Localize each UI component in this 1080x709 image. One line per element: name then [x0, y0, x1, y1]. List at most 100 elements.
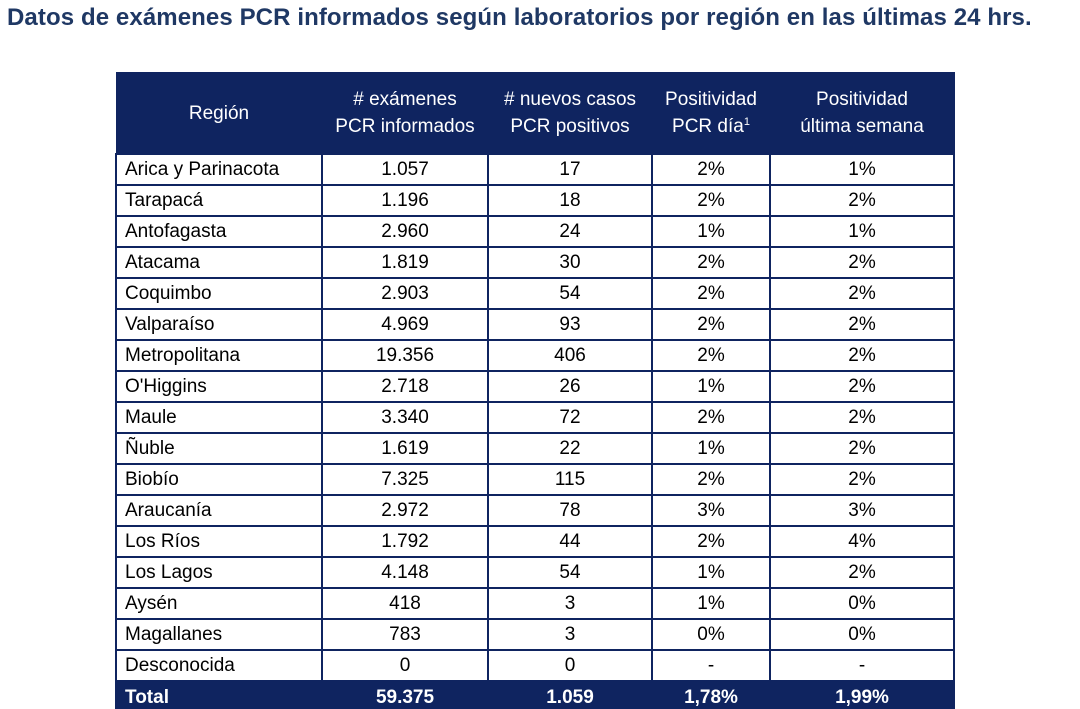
casos-cell: 78 [487, 494, 653, 527]
casos-cell: 54 [487, 277, 653, 310]
positividad-dia-cell: 1% [651, 587, 771, 620]
examenes-cell: 2.903 [321, 277, 489, 310]
casos-cell: 115 [487, 463, 653, 496]
table-header: Región # exámenes PCR informados # nuevo… [115, 72, 955, 155]
table-row: Aysén 418 3 1% 0% [115, 587, 955, 620]
examenes-cell: 418 [321, 587, 489, 620]
examenes-cell: 3.340 [321, 401, 489, 434]
positividad-semana-cell: 2% [769, 308, 955, 341]
casos-cell: 0 [487, 649, 653, 682]
examenes-cell: 4.969 [321, 308, 489, 341]
header-region-label: Región [188, 102, 250, 124]
table-body: Arica y Parinacota 1.057 17 2% 1% Tarapacá 1.1… [115, 153, 955, 709]
total-positividad-semana: 1,99% [769, 680, 955, 709]
total-label: Total [115, 680, 323, 709]
region-cell: O'Higgins [115, 370, 323, 403]
examenes-cell: 1.619 [321, 432, 489, 465]
examenes-cell: 19.356 [321, 339, 489, 372]
header-casos-line2: PCR positivos [510, 116, 630, 137]
positividad-semana-cell: 0% [769, 618, 955, 651]
header-positividad-dia-line2: PCR día1 [655, 113, 768, 140]
casos-cell: 3 [487, 587, 653, 620]
positividad-dia-cell: 1% [651, 556, 771, 589]
region-cell: Arica y Parinacota [115, 153, 323, 186]
examenes-cell: 1.057 [321, 153, 489, 186]
positividad-semana-cell: 2% [769, 339, 955, 372]
header-examenes: # exámenes PCR informados [321, 72, 489, 155]
table-row: Atacama 1.819 30 2% 2% [115, 246, 955, 279]
region-cell: Magallanes [115, 618, 323, 651]
positividad-dia-cell: 2% [651, 525, 771, 558]
table-row: Metropolitana 19.356 406 2% 2% [115, 339, 955, 372]
positividad-semana-cell: 2% [769, 463, 955, 496]
casos-cell: 93 [487, 308, 653, 341]
region-cell: Metropolitana [115, 339, 323, 372]
positividad-dia-cell: 2% [651, 184, 771, 217]
casos-cell: 406 [487, 339, 653, 372]
header-examenes-line1: # exámenes [353, 89, 457, 110]
positividad-dia-cell: 2% [651, 339, 771, 372]
header-positividad-semana: Positividad última semana [769, 72, 955, 155]
positividad-dia-cell: 2% [651, 401, 771, 434]
positividad-dia-cell: 1% [651, 215, 771, 248]
examenes-cell: 2.972 [321, 494, 489, 527]
examenes-cell: 4.148 [321, 556, 489, 589]
region-cell: Antofagasta [115, 215, 323, 248]
total-positividad-dia: 1,78% [651, 680, 771, 709]
examenes-cell: 783 [321, 618, 489, 651]
examenes-cell: 2.718 [321, 370, 489, 403]
examenes-cell: 7.325 [321, 463, 489, 496]
region-cell: Desconocida [115, 649, 323, 682]
total-casos: 1.059 [487, 680, 653, 709]
positividad-semana-cell: 2% [769, 432, 955, 465]
casos-cell: 17 [487, 153, 653, 186]
header-positividad-dia-text: PCR día [672, 116, 744, 137]
positividad-semana-cell: 0% [769, 587, 955, 620]
region-cell: Valparaíso [115, 308, 323, 341]
header-casos: # nuevos casos PCR positivos [487, 72, 653, 155]
examenes-cell: 2.960 [321, 215, 489, 248]
pcr-region-table: Región # exámenes PCR informados # nuevo… [115, 72, 955, 709]
region-cell: Coquimbo [115, 277, 323, 310]
casos-cell: 3 [487, 618, 653, 651]
total-row: Total 59.375 1.059 1,78% 1,99% [115, 680, 955, 709]
casos-cell: 44 [487, 525, 653, 558]
positividad-dia-cell: 2% [651, 246, 771, 279]
positividad-semana-cell: 2% [769, 277, 955, 310]
positividad-semana-cell: 3% [769, 494, 955, 527]
header-positividad-dia-line1: Positividad [665, 89, 757, 110]
examenes-cell: 1.792 [321, 525, 489, 558]
page-title: Datos de exámenes PCR informados según l… [7, 4, 1032, 31]
positividad-semana-cell: 2% [769, 370, 955, 403]
casos-cell: 22 [487, 432, 653, 465]
positividad-dia-cell: 3% [651, 494, 771, 527]
table-row: Antofagasta 2.960 24 1% 1% [115, 215, 955, 248]
examenes-cell: 1.196 [321, 184, 489, 217]
total-examenes: 59.375 [321, 680, 489, 709]
table-row: Maule 3.340 72 2% 2% [115, 401, 955, 434]
table-row: O'Higgins 2.718 26 1% 2% [115, 370, 955, 403]
table-row: Coquimbo 2.903 54 2% 2% [115, 277, 955, 310]
positividad-semana-cell: 2% [769, 556, 955, 589]
casos-cell: 26 [487, 370, 653, 403]
region-cell: Tarapacá [115, 184, 323, 217]
positividad-dia-cell: 2% [651, 277, 771, 310]
table-row: Desconocida 0 0- - [115, 649, 955, 682]
casos-cell: 24 [487, 215, 653, 248]
table-row: Tarapacá 1.196 18 2% 2% [115, 184, 955, 217]
table-row: Araucanía 2.972 78 3% 3% [115, 494, 955, 527]
header-casos-line1: # nuevos casos [503, 89, 637, 110]
casos-cell: 30 [487, 246, 653, 279]
examenes-cell: 1.819 [321, 246, 489, 279]
positividad-dia-cell: 0% [651, 618, 771, 651]
positividad-semana-cell: 2% [769, 246, 955, 279]
table-row: Valparaíso 4.969 93 2% 2% [115, 308, 955, 341]
table-row: Los Lagos 4.148 54 1% 2% [115, 556, 955, 589]
region-cell: Ñuble [115, 432, 323, 465]
table-row: Los Ríos 1.792 44 2% 4% [115, 525, 955, 558]
examenes-cell: 0 [321, 649, 489, 682]
positividad-semana-cell: 1% [769, 153, 955, 186]
positividad-semana-cell: 4% [769, 525, 955, 558]
region-cell: Araucanía [115, 494, 323, 527]
